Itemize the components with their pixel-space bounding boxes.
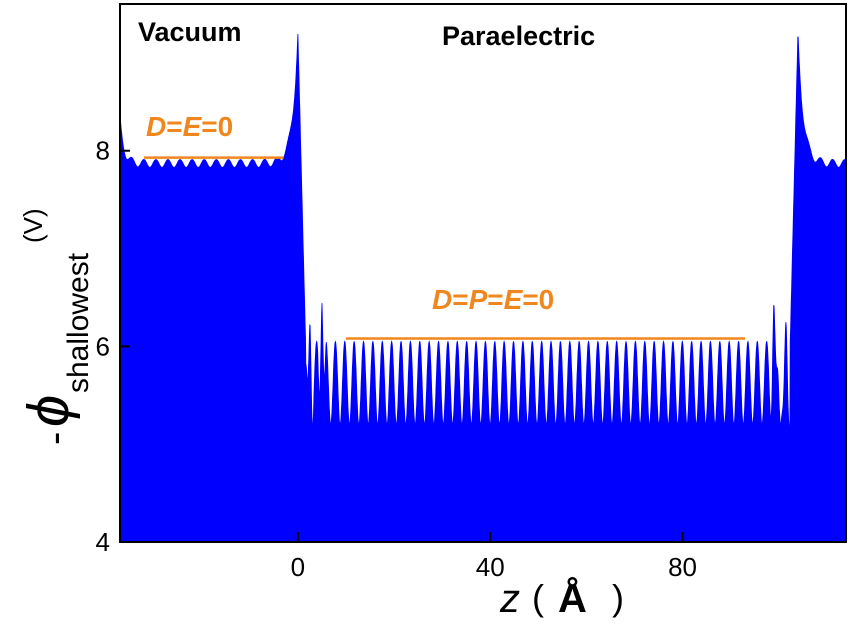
annotation-vacuum-condition: D=E=0 [146,111,233,142]
x-tick-label: 40 [476,552,505,582]
y-axis-symbol: ϕ [16,395,81,427]
potential-fill-area [119,33,847,543]
annotation-part: P [469,284,488,315]
annotation-part: =0 [522,284,554,315]
y-axis-unit: (V) [18,208,48,243]
y-axis-subscript: shallowest [62,252,95,393]
annotation-slab-condition: D=P=E=0 [432,284,554,315]
y-tick-label: 4 [96,527,110,557]
plot-frame [119,3,847,543]
x-axis-open-paren: ( [532,577,544,618]
annotation-part: =0 [201,111,233,142]
y-tick-label: 6 [96,331,110,361]
annotation-part: = [166,111,182,142]
annotation-part: E [183,111,203,142]
y-axis-label: - ϕ shallowest (V) [16,208,95,445]
y-tick-label: 8 [96,136,110,166]
x-tick-label: 80 [668,552,697,582]
x-axis-label: z ( Å ) [499,576,624,621]
annotation-part: E [504,284,524,315]
region-label-vacuum: Vacuum [138,17,242,47]
y-axis-prefix: - [33,432,77,445]
x-axis-close-paren: ) [612,577,624,618]
x-axis-variable: z [499,577,520,621]
axis-ticks [120,149,684,543]
annotation-lines [144,156,746,340]
tick-labels: 0 40 80 4 6 8 [96,136,697,582]
annotation-part: = [487,284,503,315]
annotation-part: D [146,111,166,142]
potential-series [119,33,847,543]
x-tick-label: 0 [291,552,305,582]
x-axis-unit: Å [558,576,587,621]
annotation-part: D [432,284,452,315]
annotation-part: = [452,284,468,315]
region-label-paraelectric: Paraelectric [442,21,595,51]
